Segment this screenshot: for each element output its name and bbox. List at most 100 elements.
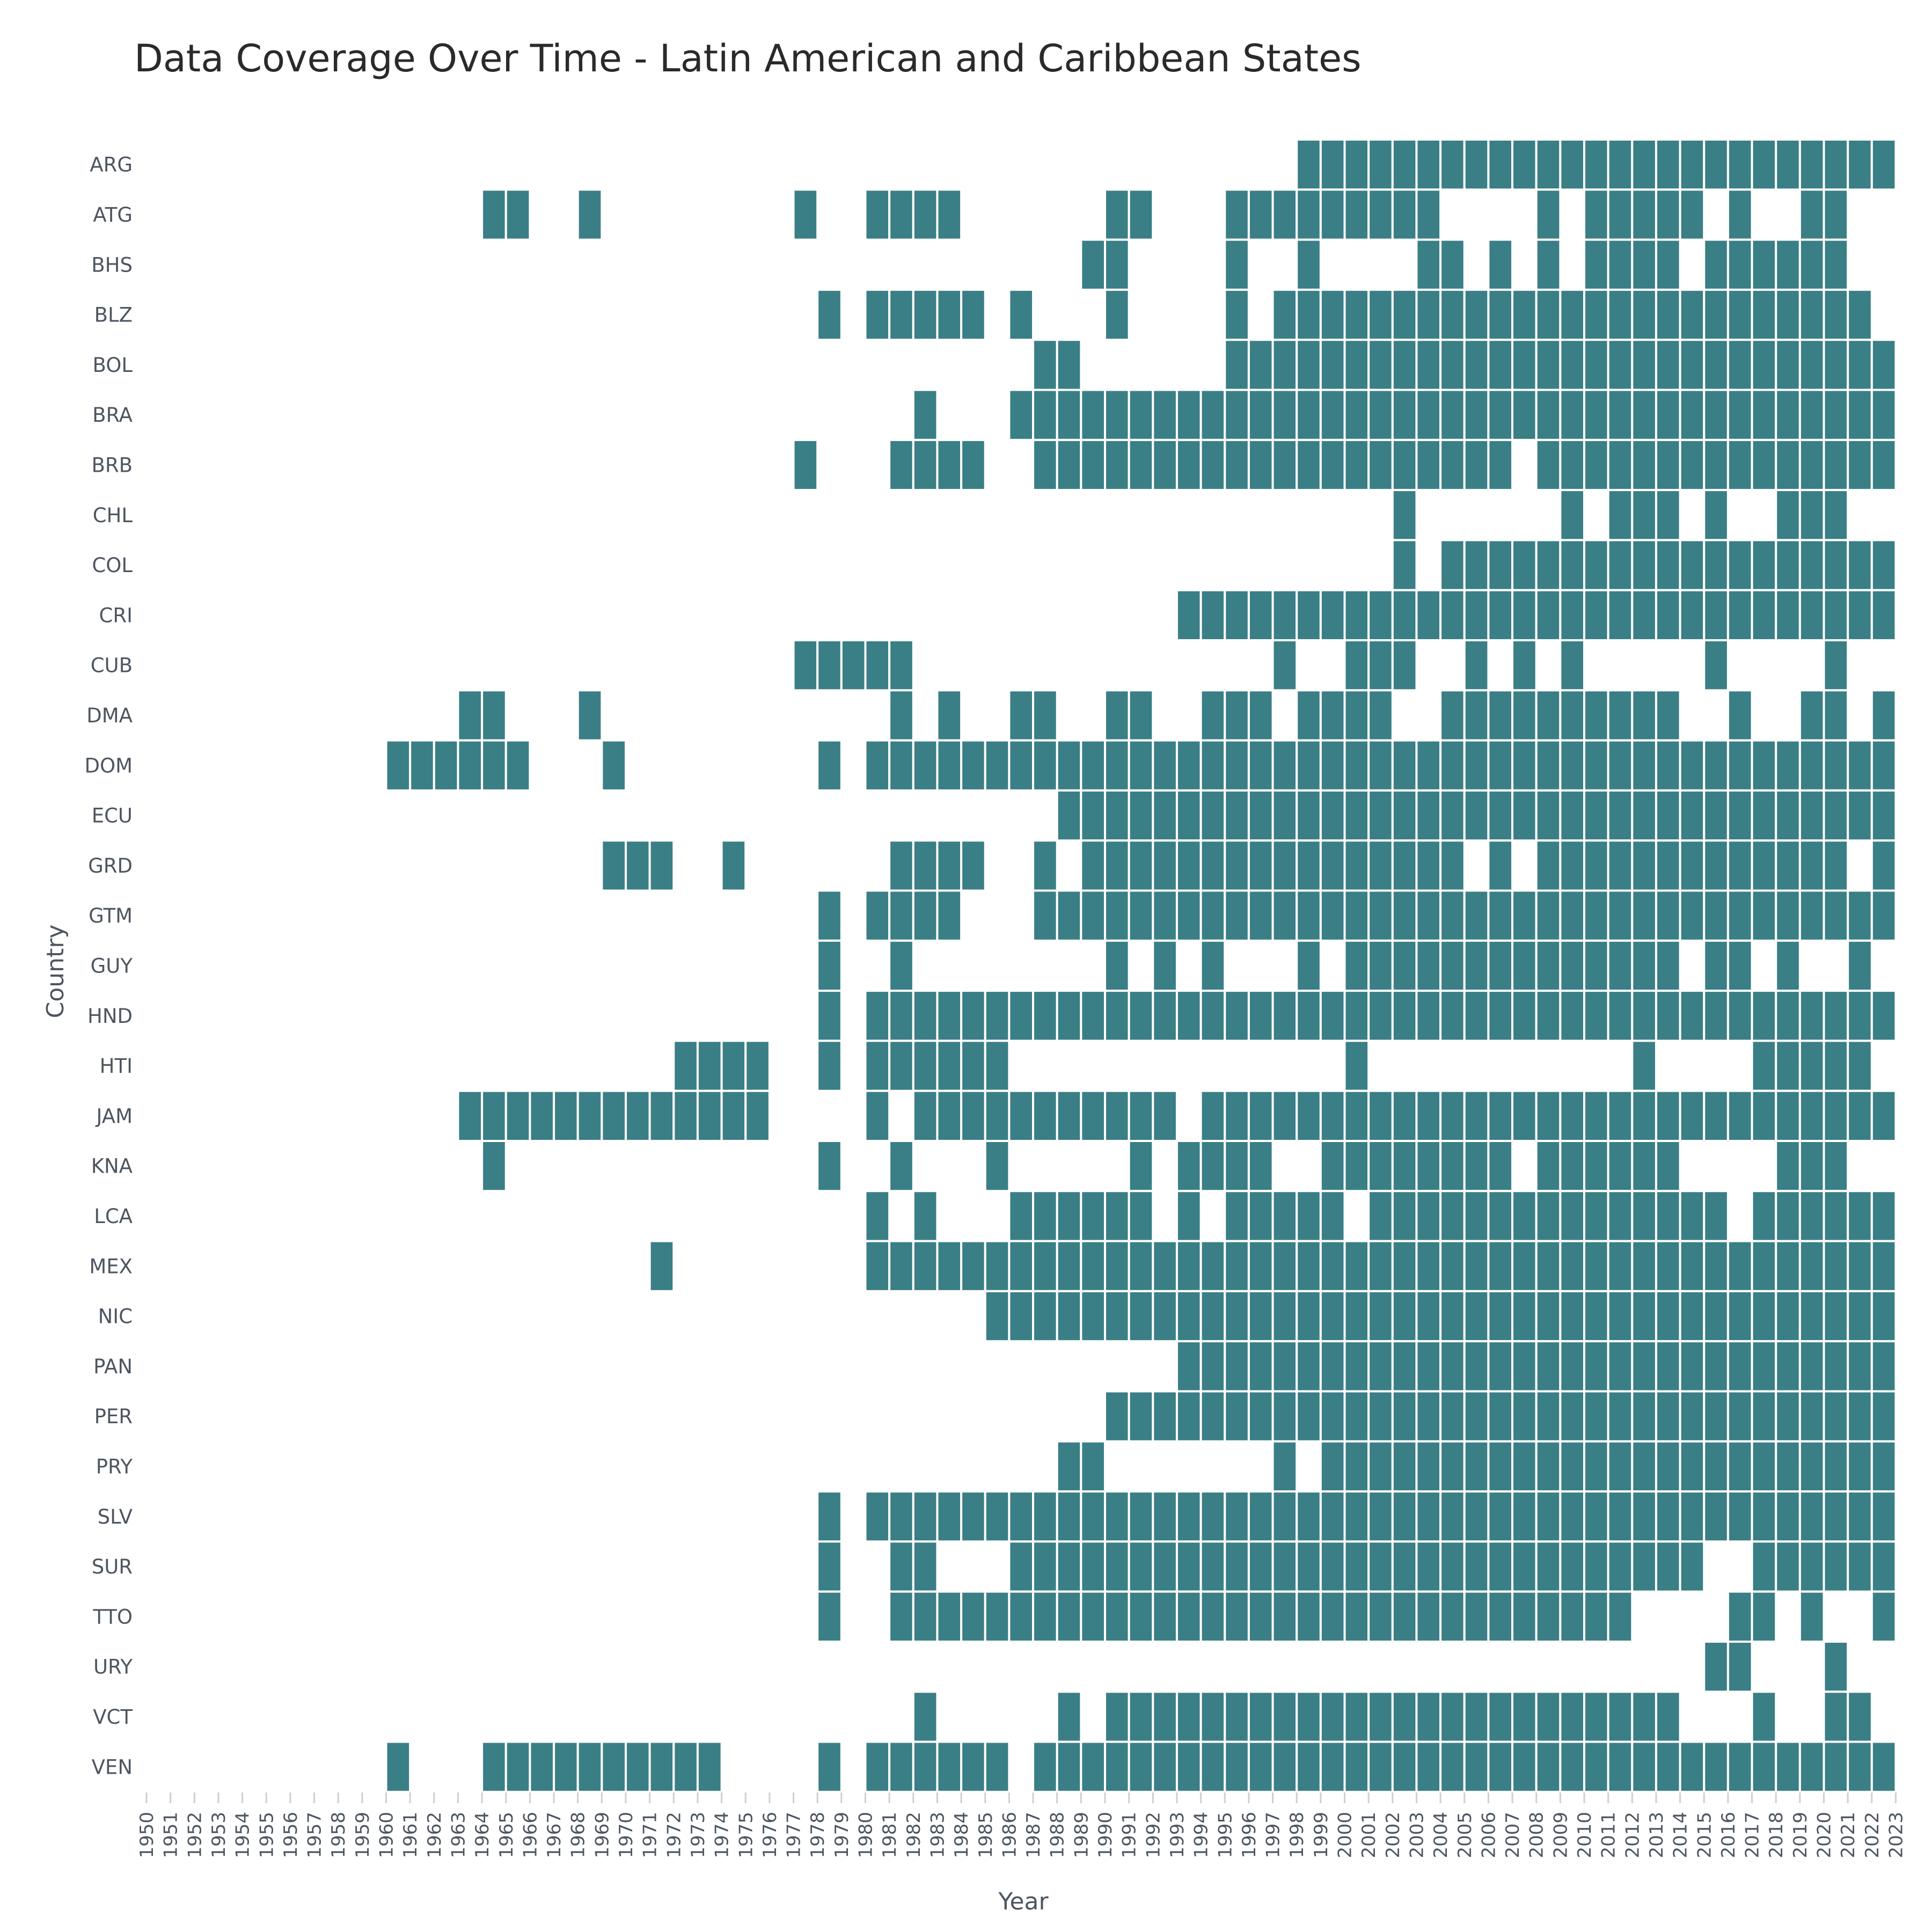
heatmap-cell: [1032, 889, 1058, 942]
heatmap-cell: [1199, 1390, 1226, 1443]
heatmap-cell: [1104, 1490, 1130, 1543]
heatmap-cell: [1224, 1340, 1250, 1393]
heatmap-cell: [1128, 188, 1154, 241]
heatmap-cell: [1296, 889, 1322, 942]
x-tick-label: 2001: [1358, 1812, 1380, 1858]
heatmap-cell: [1847, 1340, 1873, 1393]
heatmap-cell: [1535, 339, 1562, 391]
heatmap-cell: [1415, 1089, 1442, 1142]
heatmap-cell: [601, 1740, 627, 1793]
heatmap-cell: [1487, 839, 1514, 892]
heatmap-cell: [1703, 238, 1729, 291]
heatmap-cell: [1583, 288, 1609, 341]
heatmap-cell: [1607, 1290, 1634, 1343]
heatmap-cell: [1703, 1641, 1729, 1693]
heatmap-cell: [1152, 1290, 1178, 1343]
heatmap-cell: [1631, 489, 1657, 541]
heatmap-cell: [1296, 1690, 1322, 1743]
heatmap-cell: [960, 1490, 986, 1543]
heatmap-cell: [1798, 1190, 1825, 1242]
heatmap-cell: [1391, 1590, 1418, 1643]
heatmap-cell: [1175, 1140, 1202, 1192]
heatmap-cell: [1847, 889, 1873, 942]
heatmap-cell: [1152, 1490, 1178, 1543]
heatmap-cell: [1511, 389, 1538, 441]
heatmap-cell: [1798, 138, 1825, 191]
heatmap-cell: [1175, 1490, 1202, 1543]
heatmap-cell: [936, 1590, 963, 1643]
heatmap-cell: [912, 1040, 939, 1092]
heatmap-cell: [1775, 1240, 1801, 1292]
x-tick-label: 1986: [999, 1812, 1020, 1858]
heatmap-cell: [1679, 339, 1706, 391]
x-tick-label: 1960: [376, 1812, 398, 1858]
heatmap-cell: [1775, 1540, 1801, 1593]
heatmap-cell: [888, 438, 914, 492]
heatmap-cell: [1726, 1290, 1753, 1343]
heatmap-cell: [1631, 1490, 1657, 1543]
heatmap-cell: [1487, 1390, 1514, 1443]
x-tick-label: 1996: [1239, 1812, 1260, 1858]
heatmap-cell: [648, 1089, 675, 1142]
heatmap-cell: [1726, 288, 1753, 341]
heatmap-cell: [1439, 1490, 1466, 1543]
heatmap-cell: [1775, 288, 1801, 341]
heatmap-cell: [529, 1740, 555, 1793]
heatmap-cell: [1032, 739, 1058, 792]
heatmap-cell: [1751, 339, 1777, 391]
heatmap-cell: [1008, 389, 1035, 441]
heatmap-cell: [1271, 1690, 1298, 1743]
heatmap-cell: [1199, 1290, 1226, 1343]
heatmap-cell: [1631, 138, 1657, 191]
heatmap-cell: [1631, 1540, 1657, 1593]
y-tick-label: PER: [94, 1405, 133, 1428]
x-tick-label: 1995: [1214, 1812, 1236, 1858]
heatmap-cell: [1751, 789, 1777, 842]
heatmap-cell: [1080, 1190, 1106, 1242]
heatmap-cell: [1703, 1340, 1729, 1393]
heatmap-cell: [1008, 1240, 1035, 1292]
heatmap-cell: [1631, 1290, 1657, 1343]
heatmap-cell: [1583, 739, 1609, 792]
heatmap-cell: [1080, 1290, 1106, 1343]
heatmap-cell: [816, 1040, 843, 1092]
heatmap-cell: [1224, 589, 1250, 641]
heatmap-cell: [1726, 589, 1753, 641]
heatmap-cell: [1391, 1740, 1418, 1793]
heatmap-cell: [1415, 1190, 1442, 1242]
heatmap-cell: [1439, 1290, 1466, 1343]
heatmap-cell: [1847, 1440, 1873, 1493]
heatmap-cell: [433, 739, 459, 792]
heatmap-cell: [984, 739, 1011, 792]
heatmap-cell: [1008, 1089, 1035, 1142]
heatmap-cell: [1439, 1240, 1466, 1292]
heatmap-cell: [1511, 1590, 1538, 1643]
heatmap-cell: [1391, 138, 1418, 191]
heatmap-cell: [601, 739, 627, 792]
heatmap-cell: [1559, 1590, 1586, 1643]
heatmap-cell: [1535, 438, 1562, 492]
heatmap-cell: [1152, 1540, 1178, 1593]
heatmap-cell: [1080, 238, 1106, 291]
heatmap-cell: [1655, 1490, 1681, 1543]
heatmap-cell: [1607, 1140, 1634, 1192]
heatmap-cell: [864, 889, 891, 942]
heatmap-cell: [1415, 1690, 1442, 1743]
heatmap-cell: [601, 1089, 627, 1142]
heatmap-cell: [1487, 1690, 1514, 1743]
heatmap-cell: [1726, 689, 1753, 742]
heatmap-cell: [1798, 1540, 1825, 1593]
heatmap-cell: [936, 689, 963, 742]
heatmap-cell: [1032, 1089, 1058, 1142]
heatmap-cell: [1703, 438, 1729, 492]
heatmap-cell: [1439, 789, 1466, 842]
heatmap-cell: [1703, 839, 1729, 892]
heatmap-cell: [1535, 939, 1562, 992]
heatmap-cell: [1655, 589, 1681, 641]
heatmap-cell: [1751, 238, 1777, 291]
heatmap-cell: [1823, 839, 1849, 892]
heatmap-cell: [1367, 1590, 1394, 1643]
heatmap-cell: [1655, 739, 1681, 792]
heatmap-cell: [1726, 739, 1753, 792]
heatmap-cell: [1655, 188, 1681, 241]
